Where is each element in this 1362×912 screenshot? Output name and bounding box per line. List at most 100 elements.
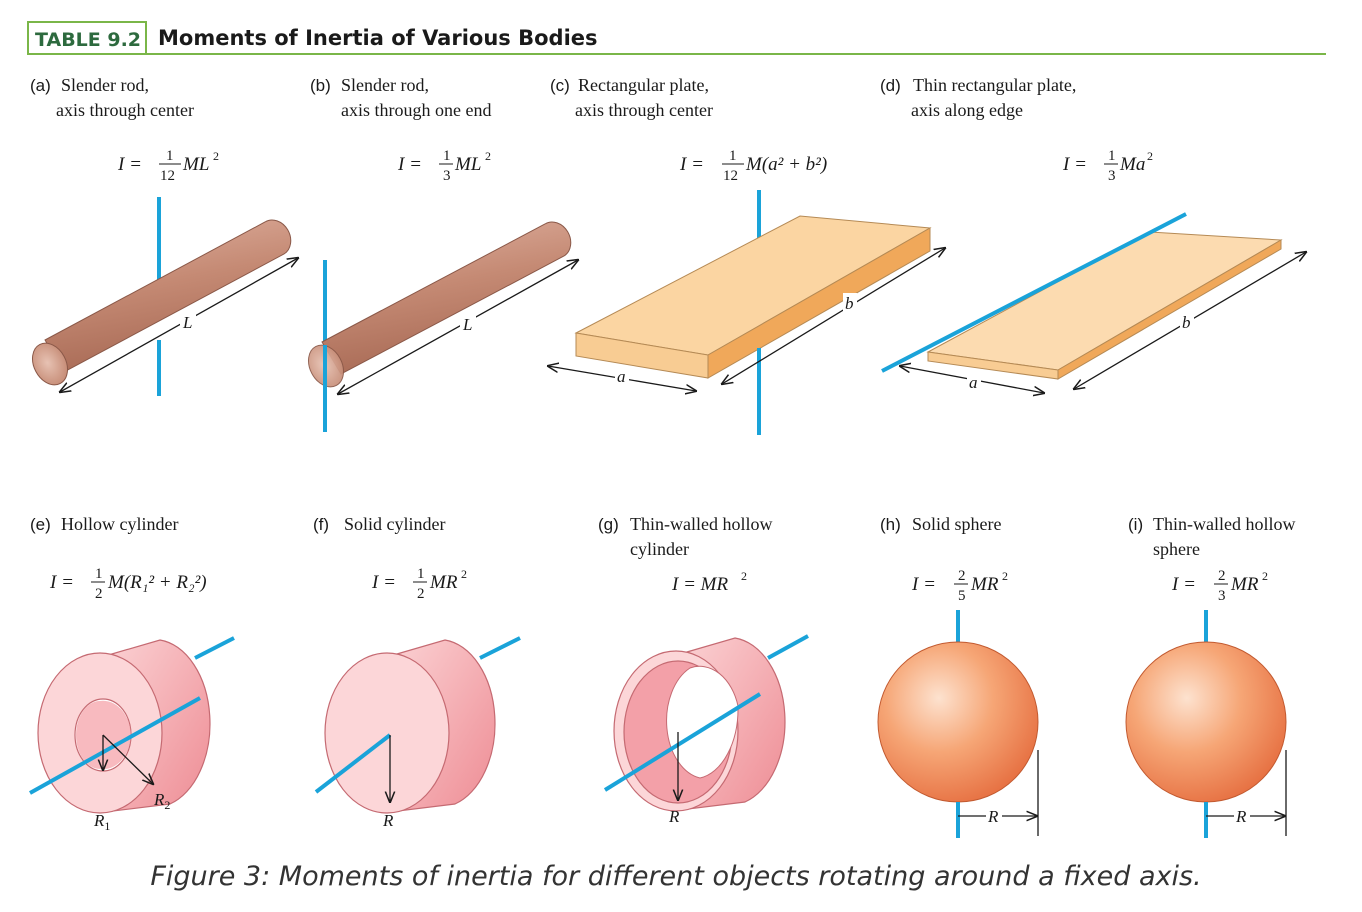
body-a-formula-rhs: ML — [182, 154, 209, 175]
body-d-dim-b-label: b — [1182, 313, 1191, 332]
body-g-back-opening — [666, 665, 739, 779]
body-c-line2: axis through center — [575, 100, 713, 120]
body-h-formula-num: 2 — [958, 568, 966, 584]
body-i-line1: Thin-walled hollow — [1153, 514, 1295, 534]
body-i-letter: (i) — [1128, 515, 1143, 534]
body-e-formula-rhs: M(R₁² + R₂²) — [107, 572, 207, 593]
body-c-dim-a-label: a — [617, 367, 626, 386]
body-e-dim-R2: R2 — [153, 790, 170, 812]
table-tag-box — [27, 21, 147, 55]
body-i-sphere — [1125, 641, 1287, 803]
body-b-line2: axis through one end — [341, 100, 491, 120]
body-e-axis-front — [29, 696, 201, 795]
body-a-formula: I = 1 12 ML 2 — [117, 148, 219, 184]
body-b-dim-L: L — [462, 315, 472, 334]
body-a-formula-num: 1 — [166, 148, 174, 164]
body-h-formula-rhs: MR — [970, 574, 999, 595]
figure-caption: Figure 3: Moments of inertia for differe… — [150, 861, 1201, 892]
body-b-formula-rhs: ML — [454, 154, 481, 175]
body-d: (d) Thin rectangular plate, axis along e… — [880, 75, 1306, 393]
body-b-rod — [321, 221, 572, 375]
body-h-formula: I = 2 5 MR 2 — [911, 568, 1008, 604]
body-a-dim-L: L — [182, 313, 192, 332]
body-a-formula-den: 12 — [160, 168, 175, 184]
body-a-dim-line — [60, 258, 298, 392]
table-header: TABLE 9.2 Moments of Inertia of Various … — [27, 21, 1326, 55]
body-a-rod — [44, 219, 292, 373]
body-b-formula-den: 3 — [443, 168, 451, 184]
body-c-line1: Rectangular plate, — [578, 75, 709, 95]
body-d-letter: (d) — [880, 76, 901, 95]
body-f-letter: (f) — [313, 515, 329, 534]
body-h-letter: (h) — [880, 515, 901, 534]
body-i-line2: sphere — [1153, 539, 1200, 559]
body-g: (g) Thin-walled hollow cylinder I = MR 2… — [598, 514, 809, 826]
body-b-letter: (b) — [310, 76, 331, 95]
body-f-formula-num: 1 — [417, 566, 425, 582]
body-f-formula: I = 1 2 MR 2 — [371, 566, 467, 602]
body-c-dim-b — [722, 248, 945, 384]
body-e-r2-arrow — [102, 734, 153, 784]
body-a-formula-sup: 2 — [213, 149, 219, 163]
body-b-formula-num: 1 — [443, 148, 451, 164]
body-h-formula-sup: 2 — [1002, 569, 1008, 583]
body-b-formula-sup: 2 — [485, 149, 491, 163]
body-d-axis — [881, 212, 1187, 373]
body-d-formula-rhs: Ma — [1119, 154, 1145, 175]
body-i-formula-sup: 2 — [1262, 569, 1268, 583]
body-g-letter: (g) — [598, 515, 619, 534]
body-f-face — [324, 652, 450, 814]
body-d-line2: axis along edge — [911, 100, 1023, 120]
body-e-letter: (e) — [30, 515, 51, 534]
body-i-formula-rhs: MR — [1230, 574, 1259, 595]
body-d-formula-den: 3 — [1108, 168, 1116, 184]
body-f-line1: Solid cylinder — [344, 514, 446, 534]
body-c-letter: (c) — [550, 76, 570, 95]
body-c-formula-den: 12 — [723, 168, 738, 184]
body-g-axis-back — [767, 634, 809, 660]
body-f-axis-front — [314, 733, 392, 794]
body-c-dim-b-label: b — [845, 294, 854, 313]
body-g-line2: cylinder — [630, 539, 689, 559]
body-f-formula-lhs: I = — [371, 572, 396, 593]
body-e-formula-den: 2 — [95, 586, 103, 602]
body-e-axis-back — [194, 636, 235, 660]
body-b-line1: Slender rod, — [341, 75, 429, 95]
body-i-dim-R: R — [1235, 807, 1247, 826]
body-d-formula-lhs: I = — [1062, 154, 1087, 175]
body-h-formula-den: 5 — [958, 588, 966, 604]
body-d-formula: I = 1 3 Ma 2 — [1062, 148, 1153, 184]
body-d-dim-a-label: a — [969, 373, 978, 392]
body-a-formula-lhs: I = — [117, 154, 142, 175]
body-a-line2: axis through center — [56, 100, 194, 120]
body-h-dim-R: R — [987, 807, 999, 826]
table-tag: TABLE 9.2 — [35, 29, 141, 51]
body-i-formula-den: 3 — [1218, 588, 1226, 604]
body-f-formula-den: 2 — [417, 586, 425, 602]
body-i: (i) Thin-walled hollow sphere I = 2 3 MR… — [1125, 514, 1295, 838]
body-a-letter: (a) — [30, 76, 51, 95]
body-c-formula: I = 1 12 M(a² + b²) — [679, 148, 827, 184]
body-h: (h) Solid sphere I = 2 5 MR 2 R — [877, 514, 1039, 838]
body-f-formula-rhs: MR — [429, 572, 458, 593]
body-a: (a) Slender rod, axis through center I =… — [30, 75, 298, 396]
body-f-dim-R: R — [382, 811, 394, 830]
body-f-axis-back — [479, 636, 521, 660]
body-b-formula: I = 1 3 ML 2 — [397, 148, 491, 184]
body-d-formula-sup: 2 — [1147, 149, 1153, 163]
body-h-formula-lhs: I = — [911, 574, 936, 595]
body-e-dim-R1: R1 — [93, 811, 110, 833]
body-e: (e) Hollow cylinder I = 1 2 M(R₁² + R₂²)… — [29, 514, 235, 833]
body-e-formula: I = 1 2 M(R₁² + R₂²) — [49, 566, 207, 602]
body-b-formula-lhs: I = — [397, 154, 422, 175]
table-title: Moments of Inertia of Various Bodies — [158, 26, 598, 50]
body-g-formula: I = MR 2 — [671, 569, 747, 595]
body-h-line1: Solid sphere — [912, 514, 1002, 534]
body-f: (f) Solid cylinder I = 1 2 MR 2 R — [313, 514, 521, 830]
body-g-dim-R: R — [668, 807, 680, 826]
body-e-formula-num: 1 — [95, 566, 103, 582]
body-c-formula-lhs: I = — [679, 154, 704, 175]
body-i-formula: I = 2 3 MR 2 — [1171, 568, 1268, 604]
body-d-line1: Thin rectangular plate, — [913, 75, 1076, 95]
